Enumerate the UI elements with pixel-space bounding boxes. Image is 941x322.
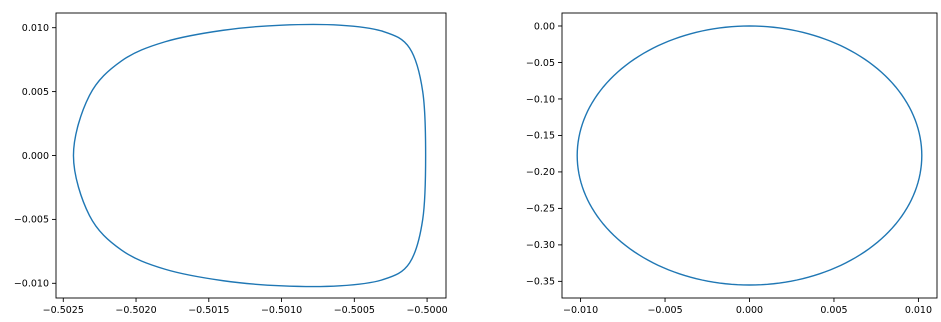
- left-series-0-line: [72, 23, 427, 288]
- left-plot: −0.5025 −0.5020 −0.5015 −0.5010 −0.5005 −0.50…: [14, 12, 448, 316]
- right-y-tick-label: 0.00: [534, 21, 555, 32]
- right-series-0-line: [576, 25, 923, 286]
- left-x-tick-label: −0.5000: [406, 305, 447, 316]
- right-y-tick-label: −0.20: [526, 167, 555, 178]
- right-x-tick-label: 0.010: [905, 305, 932, 316]
- right-y-tick-label: −0.35: [526, 277, 555, 288]
- left-x-tick-label: −0.5015: [188, 305, 229, 316]
- right-plot: −0.010 −0.005 0.000 0.005 0.010 0.00 −0.05 −0.1…: [526, 12, 938, 316]
- right-y-tick-label: −0.15: [526, 131, 555, 142]
- left-x-tick-label: −0.5025: [43, 305, 84, 316]
- left-y-tick-label: 0.010: [22, 23, 49, 34]
- right-x-tick-label: −0.010: [563, 305, 598, 316]
- left-y-tick-label: −0.010: [14, 279, 49, 290]
- right-y-tick-label: −0.30: [526, 240, 555, 251]
- left-x-tick-label: −0.5005: [334, 305, 375, 316]
- right-y-tick-label: −0.05: [526, 58, 555, 69]
- right-y-tick-label: −0.25: [526, 204, 555, 215]
- right-y-tick-label: −0.10: [526, 94, 555, 105]
- left-axes-frame: [55, 12, 447, 299]
- left-x-tick-label: −0.5020: [115, 305, 156, 316]
- left-x-tick-label: −0.5010: [261, 305, 302, 316]
- left-y-tick-label: 0.000: [22, 151, 49, 162]
- right-axes-frame: [561, 12, 938, 299]
- right-x-tick-label: 0.000: [736, 305, 763, 316]
- left-y-tick-label: −0.005: [14, 215, 49, 226]
- right-x-tick-label: 0.005: [820, 305, 847, 316]
- right-x-tick-label: −0.005: [647, 305, 682, 316]
- left-y-tick-label: 0.005: [22, 87, 49, 98]
